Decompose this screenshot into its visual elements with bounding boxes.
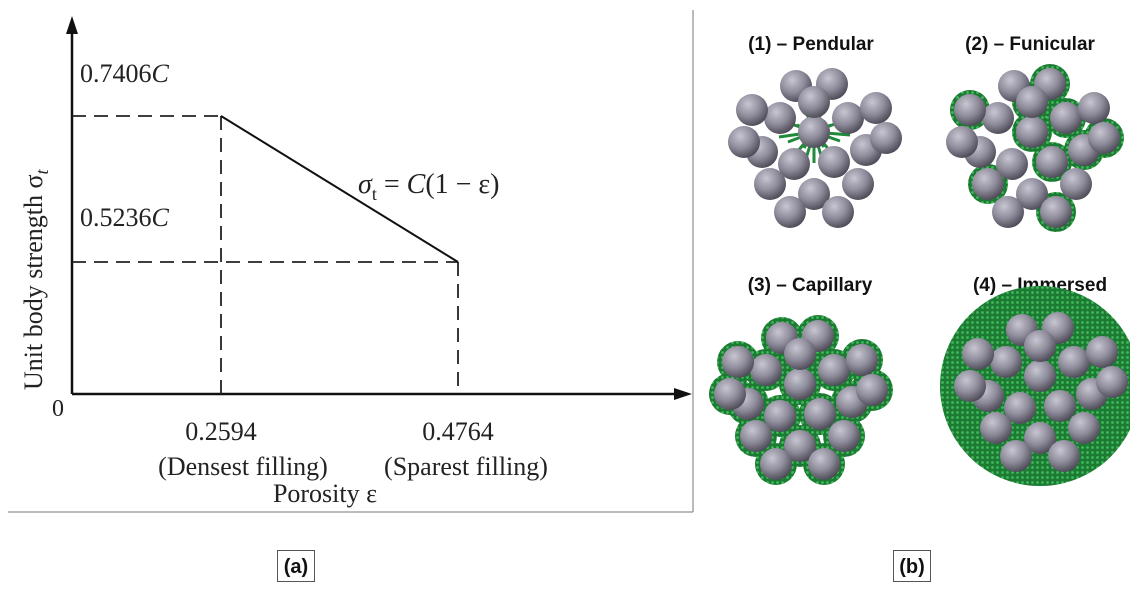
particle-sphere: [982, 102, 1014, 134]
particle-sphere: [798, 178, 830, 210]
strength-formula: σt = C(1 − ε): [358, 169, 500, 204]
particle-sphere: [996, 148, 1028, 180]
x-tick-label-densest: 0.2594: [185, 417, 257, 446]
x-tick-note-densest: (Densest filling): [158, 452, 328, 481]
particle-sphere: [842, 168, 874, 200]
strength-line: [220, 115, 459, 263]
particle-sphere: [992, 196, 1024, 228]
y-axis-label: Unit body strength σt: [19, 168, 52, 390]
particle-sphere: [1044, 390, 1076, 422]
state-title-pendular: (1) – Pendular: [748, 34, 874, 55]
particle-sphere: [764, 102, 796, 134]
origin-label: 0: [52, 396, 64, 422]
state-title-capillary: (3) – Capillary: [748, 275, 873, 296]
state-title-immersed: (4) – Immersed: [973, 275, 1107, 296]
particle-sphere: [764, 400, 796, 432]
particle-sphere: [1016, 178, 1048, 210]
particle-sphere: [946, 126, 978, 158]
particle-sphere: [804, 398, 836, 430]
x-tick-label-sparest: 0.4764: [422, 417, 494, 446]
particle-sphere: [954, 370, 986, 402]
particle-sphere: [856, 374, 888, 406]
panel-a-axes: [66, 16, 692, 400]
y-axis-arrow-icon: [66, 16, 78, 34]
dashed-guides: [72, 115, 459, 394]
particle-sphere: [1024, 360, 1056, 392]
panel-label-a: (a): [277, 550, 315, 582]
particle-sphere: [784, 430, 816, 462]
particle-sphere: [728, 126, 760, 158]
funicular-cluster: [946, 64, 1124, 232]
particle-sphere: [1068, 412, 1100, 444]
y-tick-label-bottom: 0.5236C: [80, 203, 170, 232]
particle-sphere: [1060, 168, 1092, 200]
particle-sphere: [990, 346, 1022, 378]
particle-sphere: [1036, 146, 1068, 178]
particle-sphere: [784, 368, 816, 400]
particle-sphere: [760, 448, 792, 480]
state-title-funicular: (2) – Funicular: [965, 34, 1095, 55]
particle-sphere: [1000, 440, 1032, 472]
particle-sphere: [784, 338, 816, 370]
particle-sphere: [818, 354, 850, 386]
x-axis-label: Porosity ε: [273, 479, 377, 508]
particle-sphere: [1058, 346, 1090, 378]
particle-sphere: [778, 148, 810, 180]
particle-sphere: [832, 102, 864, 134]
particle-sphere: [1078, 92, 1110, 124]
particle-sphere: [808, 448, 840, 480]
particle-sphere: [818, 146, 850, 178]
particle-sphere: [870, 122, 902, 154]
capillary-cluster: [709, 315, 893, 485]
particle-sphere: [972, 168, 1004, 200]
particle-sphere: [774, 196, 806, 228]
particle-sphere: [1096, 366, 1128, 398]
particle-sphere: [1004, 392, 1036, 424]
particle-sphere: [1050, 102, 1082, 134]
particle-sphere: [1048, 440, 1080, 472]
particle-sphere: [736, 94, 768, 126]
particle-sphere: [962, 338, 994, 370]
particle-sphere: [754, 168, 786, 200]
particle-sphere: [954, 94, 986, 126]
pendular-cluster: [728, 68, 902, 228]
particle-sphere: [1024, 422, 1056, 454]
particle-sphere: [1024, 330, 1056, 362]
particle-sphere: [1016, 86, 1048, 118]
x-axis-arrow-icon: [674, 388, 692, 400]
particle-sphere: [1016, 116, 1048, 148]
particle-sphere: [750, 354, 782, 386]
immersed-cluster: [940, 286, 1130, 486]
y-tick-label-top: 0.7406C: [80, 59, 170, 88]
particle-sphere: [980, 412, 1012, 444]
particle-sphere: [1088, 122, 1120, 154]
particle-sphere: [714, 378, 746, 410]
particle-sphere: [828, 420, 860, 452]
particle-sphere: [822, 196, 854, 228]
x-tick-note-sparest: (Sparest filling): [384, 452, 548, 481]
particle-sphere: [1040, 196, 1072, 228]
particle-sphere: [798, 116, 830, 148]
panel-label-b: (b): [893, 550, 931, 582]
particle-sphere: [798, 86, 830, 118]
particle-sphere: [860, 92, 892, 124]
particle-sphere: [740, 420, 772, 452]
particle-sphere: [846, 344, 878, 376]
particle-sphere: [1086, 336, 1118, 368]
particle-sphere: [722, 346, 754, 378]
